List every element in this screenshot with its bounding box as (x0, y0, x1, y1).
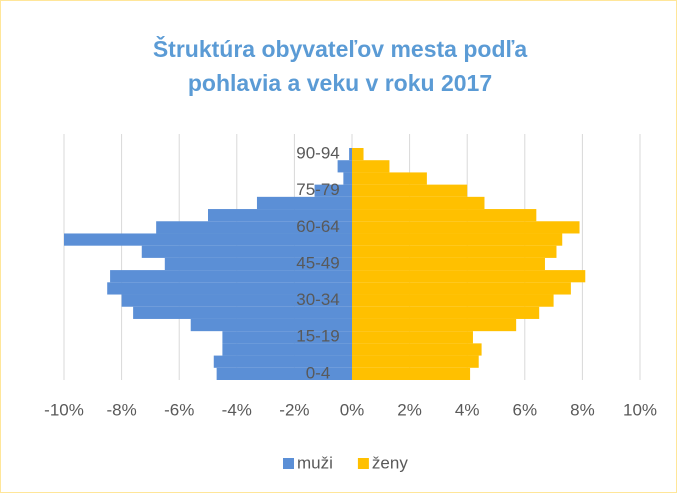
bar (256, 196, 352, 210)
bar (110, 270, 352, 283)
bar (208, 209, 352, 222)
chart-title: Štruktúra obyvateľov mesta podľa pohlavi… (152, 36, 528, 96)
bar (64, 233, 352, 246)
bar (352, 282, 571, 295)
y-tick-label: 30-34 (296, 290, 339, 309)
bar (343, 172, 352, 185)
bar (352, 257, 545, 271)
legend-label: ženy (372, 453, 408, 472)
bar (216, 367, 352, 380)
x-tick-label: -8% (106, 400, 136, 419)
y-tick-label: 15-19 (296, 327, 339, 346)
bar (121, 294, 352, 307)
x-tick-label: -4% (222, 400, 252, 419)
bar (222, 331, 352, 344)
y-tick-label: 45-49 (296, 253, 339, 272)
legend-label: muži (297, 453, 333, 472)
bar (352, 221, 580, 234)
bar (222, 343, 352, 356)
x-tick-label: 6% (513, 400, 538, 419)
bar (352, 355, 479, 368)
bar (352, 160, 390, 173)
bar (107, 282, 352, 295)
bar (352, 306, 540, 319)
bar (352, 196, 485, 210)
bar (352, 331, 473, 344)
bar (352, 245, 557, 258)
bar (352, 172, 427, 185)
bar (133, 306, 352, 319)
x-tick-label: 0% (340, 400, 365, 419)
bar (352, 233, 563, 246)
bar (352, 318, 517, 332)
bar (352, 343, 482, 356)
y-tick-label: 0-4 (306, 363, 331, 382)
bar (156, 221, 352, 234)
bar (213, 355, 352, 368)
x-tick-label: -2% (279, 400, 309, 419)
legend-swatch (283, 458, 294, 469)
bar (352, 294, 554, 307)
y-tick-label: 90-94 (296, 144, 339, 163)
x-tick-label: 4% (455, 400, 480, 419)
bar (349, 148, 352, 161)
bar (352, 367, 471, 380)
bar (190, 318, 352, 332)
y-tick-label: 60-64 (296, 217, 339, 236)
bar (164, 257, 352, 271)
bar (352, 184, 468, 197)
x-tick-label: 8% (570, 400, 595, 419)
x-tick-label: 2% (397, 400, 422, 419)
x-tick-label: -10% (44, 400, 84, 419)
bar (337, 160, 352, 173)
legend-swatch (357, 458, 369, 469)
bar (352, 209, 537, 222)
bar (141, 245, 352, 258)
bar (314, 184, 352, 197)
bar (352, 148, 364, 161)
y-tick-label: 75-79 (296, 180, 339, 199)
bar (352, 270, 586, 283)
x-tick-label: -6% (164, 400, 194, 419)
x-tick-label: 10% (623, 400, 657, 419)
